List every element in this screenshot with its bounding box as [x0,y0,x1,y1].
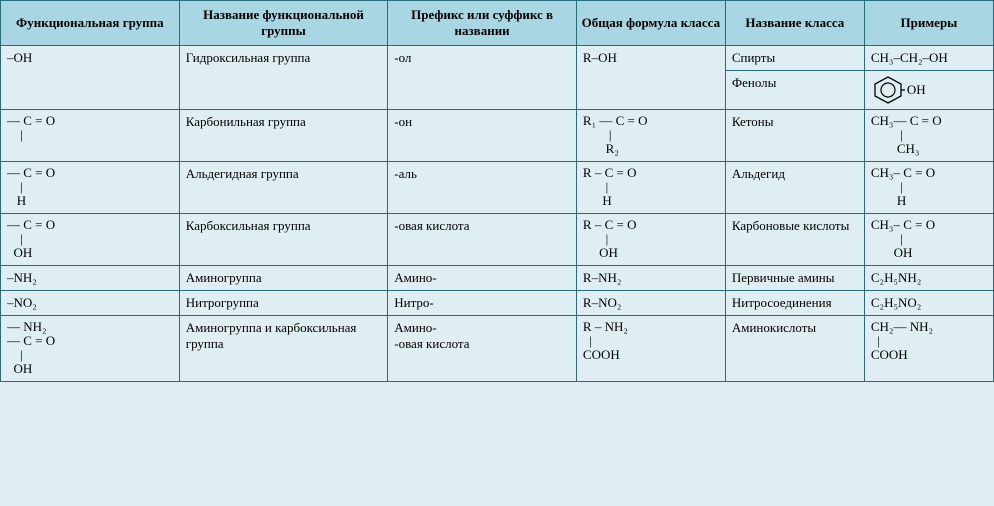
col-header: Примеры [864,1,993,46]
affix-cell: Амино- -овая кислота [388,316,577,382]
example-cell: CH₃–CH₂–OH [864,46,993,71]
affix-cell: Нитро- [388,291,577,316]
table-row: –NH₂ Аминогруппа Амино- R–NH₂ Первичные … [1,266,994,291]
affix-cell: -овая кислота [388,214,577,266]
col-header: Название класса [725,1,864,46]
affix-cell: -аль [388,162,577,214]
class-cell: Альдегид [725,162,864,214]
class-cell: Аминокислоты [725,316,864,382]
table-header-row: Функциональная группа Название функциона… [1,1,994,46]
fg-name-cell: Аминогруппа и карбоксильная группа [179,316,388,382]
fg-cell: — C = O | OH [1,214,180,266]
class-cell: Карбоновые кислоты [725,214,864,266]
formula-cell: R–OH [576,46,725,110]
example-cell: CH₃– C = O | H [864,162,993,214]
class-cell: Фенолы [725,71,864,110]
formula-cell: R₁ — C = O | R₂ [576,110,725,162]
fg-cell: — C = O | [1,110,180,162]
example-cell: CH₃– C = O | OH [864,214,993,266]
col-header: Общая формула класса [576,1,725,46]
affix-cell: -он [388,110,577,162]
affix-cell: -ол [388,46,577,110]
fg-cell: –OH [1,46,180,110]
formula-cell: R–NO₂ [576,291,725,316]
table-row: — C = O | Карбонильная группа -он R₁ — C… [1,110,994,162]
class-cell: Кетоны [725,110,864,162]
formula-cell: R – C = O | H [576,162,725,214]
example-cell: C₂H₅NO₂ [864,291,993,316]
formula-cell: R–NH₂ [576,266,725,291]
affix-cell: Амино- [388,266,577,291]
col-header: Название функциональной группы [179,1,388,46]
fg-cell: –NO₂ [1,291,180,316]
fg-cell: — NH₂ — C = O | OH [1,316,180,382]
table-row: — C = O | OH Карбоксильная группа -овая … [1,214,994,266]
col-header: Префикс или суффикс в названии [388,1,577,46]
formula-cell: R – NH₂ | COOH [576,316,725,382]
example-cell: OH [864,71,993,110]
fg-name-cell: Альдегидная группа [179,162,388,214]
fg-name-cell: Аминогруппа [179,266,388,291]
table-row: — C = O | H Альдегидная группа -аль R – … [1,162,994,214]
example-cell: C₂H₅NH₂ [864,266,993,291]
phenol-oh-label: OH [907,82,926,98]
formula-cell: R – C = O | OH [576,214,725,266]
fg-name-cell: Карбоксильная группа [179,214,388,266]
benzene-ring-icon [871,75,905,105]
fg-cell: –NH₂ [1,266,180,291]
fg-cell: — C = O | H [1,162,180,214]
example-cell: CH₃— C = O | CH₃ [864,110,993,162]
functional-groups-table: Функциональная группа Название функциона… [0,0,994,382]
fg-name-cell: Нитрогруппа [179,291,388,316]
col-header: Функциональная группа [1,1,180,46]
fg-name-cell: Гидроксильная группа [179,46,388,110]
example-cell: CH₂— NH₂ | COOH [864,316,993,382]
class-cell: Первичные амины [725,266,864,291]
fg-name-cell: Карбонильная группа [179,110,388,162]
table-row: –NO₂ Нитрогруппа Нитро- R–NO₂ Нитросоеди… [1,291,994,316]
table-row: –OH Гидроксильная группа -ол R–OH Спирты… [1,46,994,71]
class-cell: Нитросоединения [725,291,864,316]
class-cell: Спирты [725,46,864,71]
table-row: — NH₂ — C = O | OH Аминогруппа и карбокс… [1,316,994,382]
